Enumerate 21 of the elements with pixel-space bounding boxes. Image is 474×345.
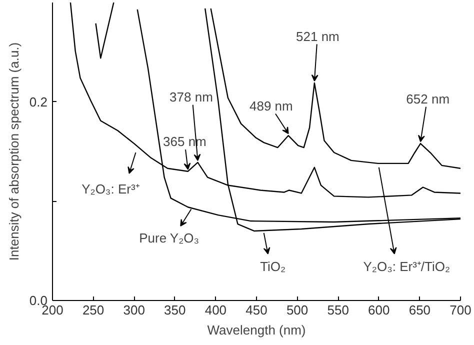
annotation: 521 nm — [296, 28, 340, 44]
legend-label: Y₂O₃: Er³⁺/TiO₂ — [363, 259, 450, 274]
annotation: 652 nm — [406, 91, 450, 106]
legend-label: Y₂O₃: Er³⁺ — [82, 182, 140, 197]
x-tick-label: 250 — [82, 302, 104, 318]
legend-label: Pure Y₂O₃ — [139, 230, 200, 246]
legend-label: TiO₂ — [260, 259, 286, 274]
y-tick-label: 0.2 — [29, 94, 48, 110]
x-tick-label: 600 — [368, 302, 390, 318]
annotation: 489 nm — [250, 98, 293, 114]
x-tick-label: 450 — [246, 302, 268, 318]
x-tick-label: 550 — [327, 302, 349, 318]
x-tick-label: 700 — [450, 302, 472, 318]
x-tick-label: 350 — [164, 302, 186, 318]
annotation: 378 nm — [170, 89, 213, 104]
x-tick-label: 500 — [286, 302, 308, 318]
x-axis-title: Wavelength (nm) — [207, 322, 306, 338]
x-tick-label: 650 — [408, 302, 431, 318]
y-axis-title: Intensity of absorption spectrum (a.u.) — [6, 42, 22, 261]
x-tick-label: 400 — [204, 302, 227, 318]
x-tick-label: 300 — [123, 302, 145, 318]
